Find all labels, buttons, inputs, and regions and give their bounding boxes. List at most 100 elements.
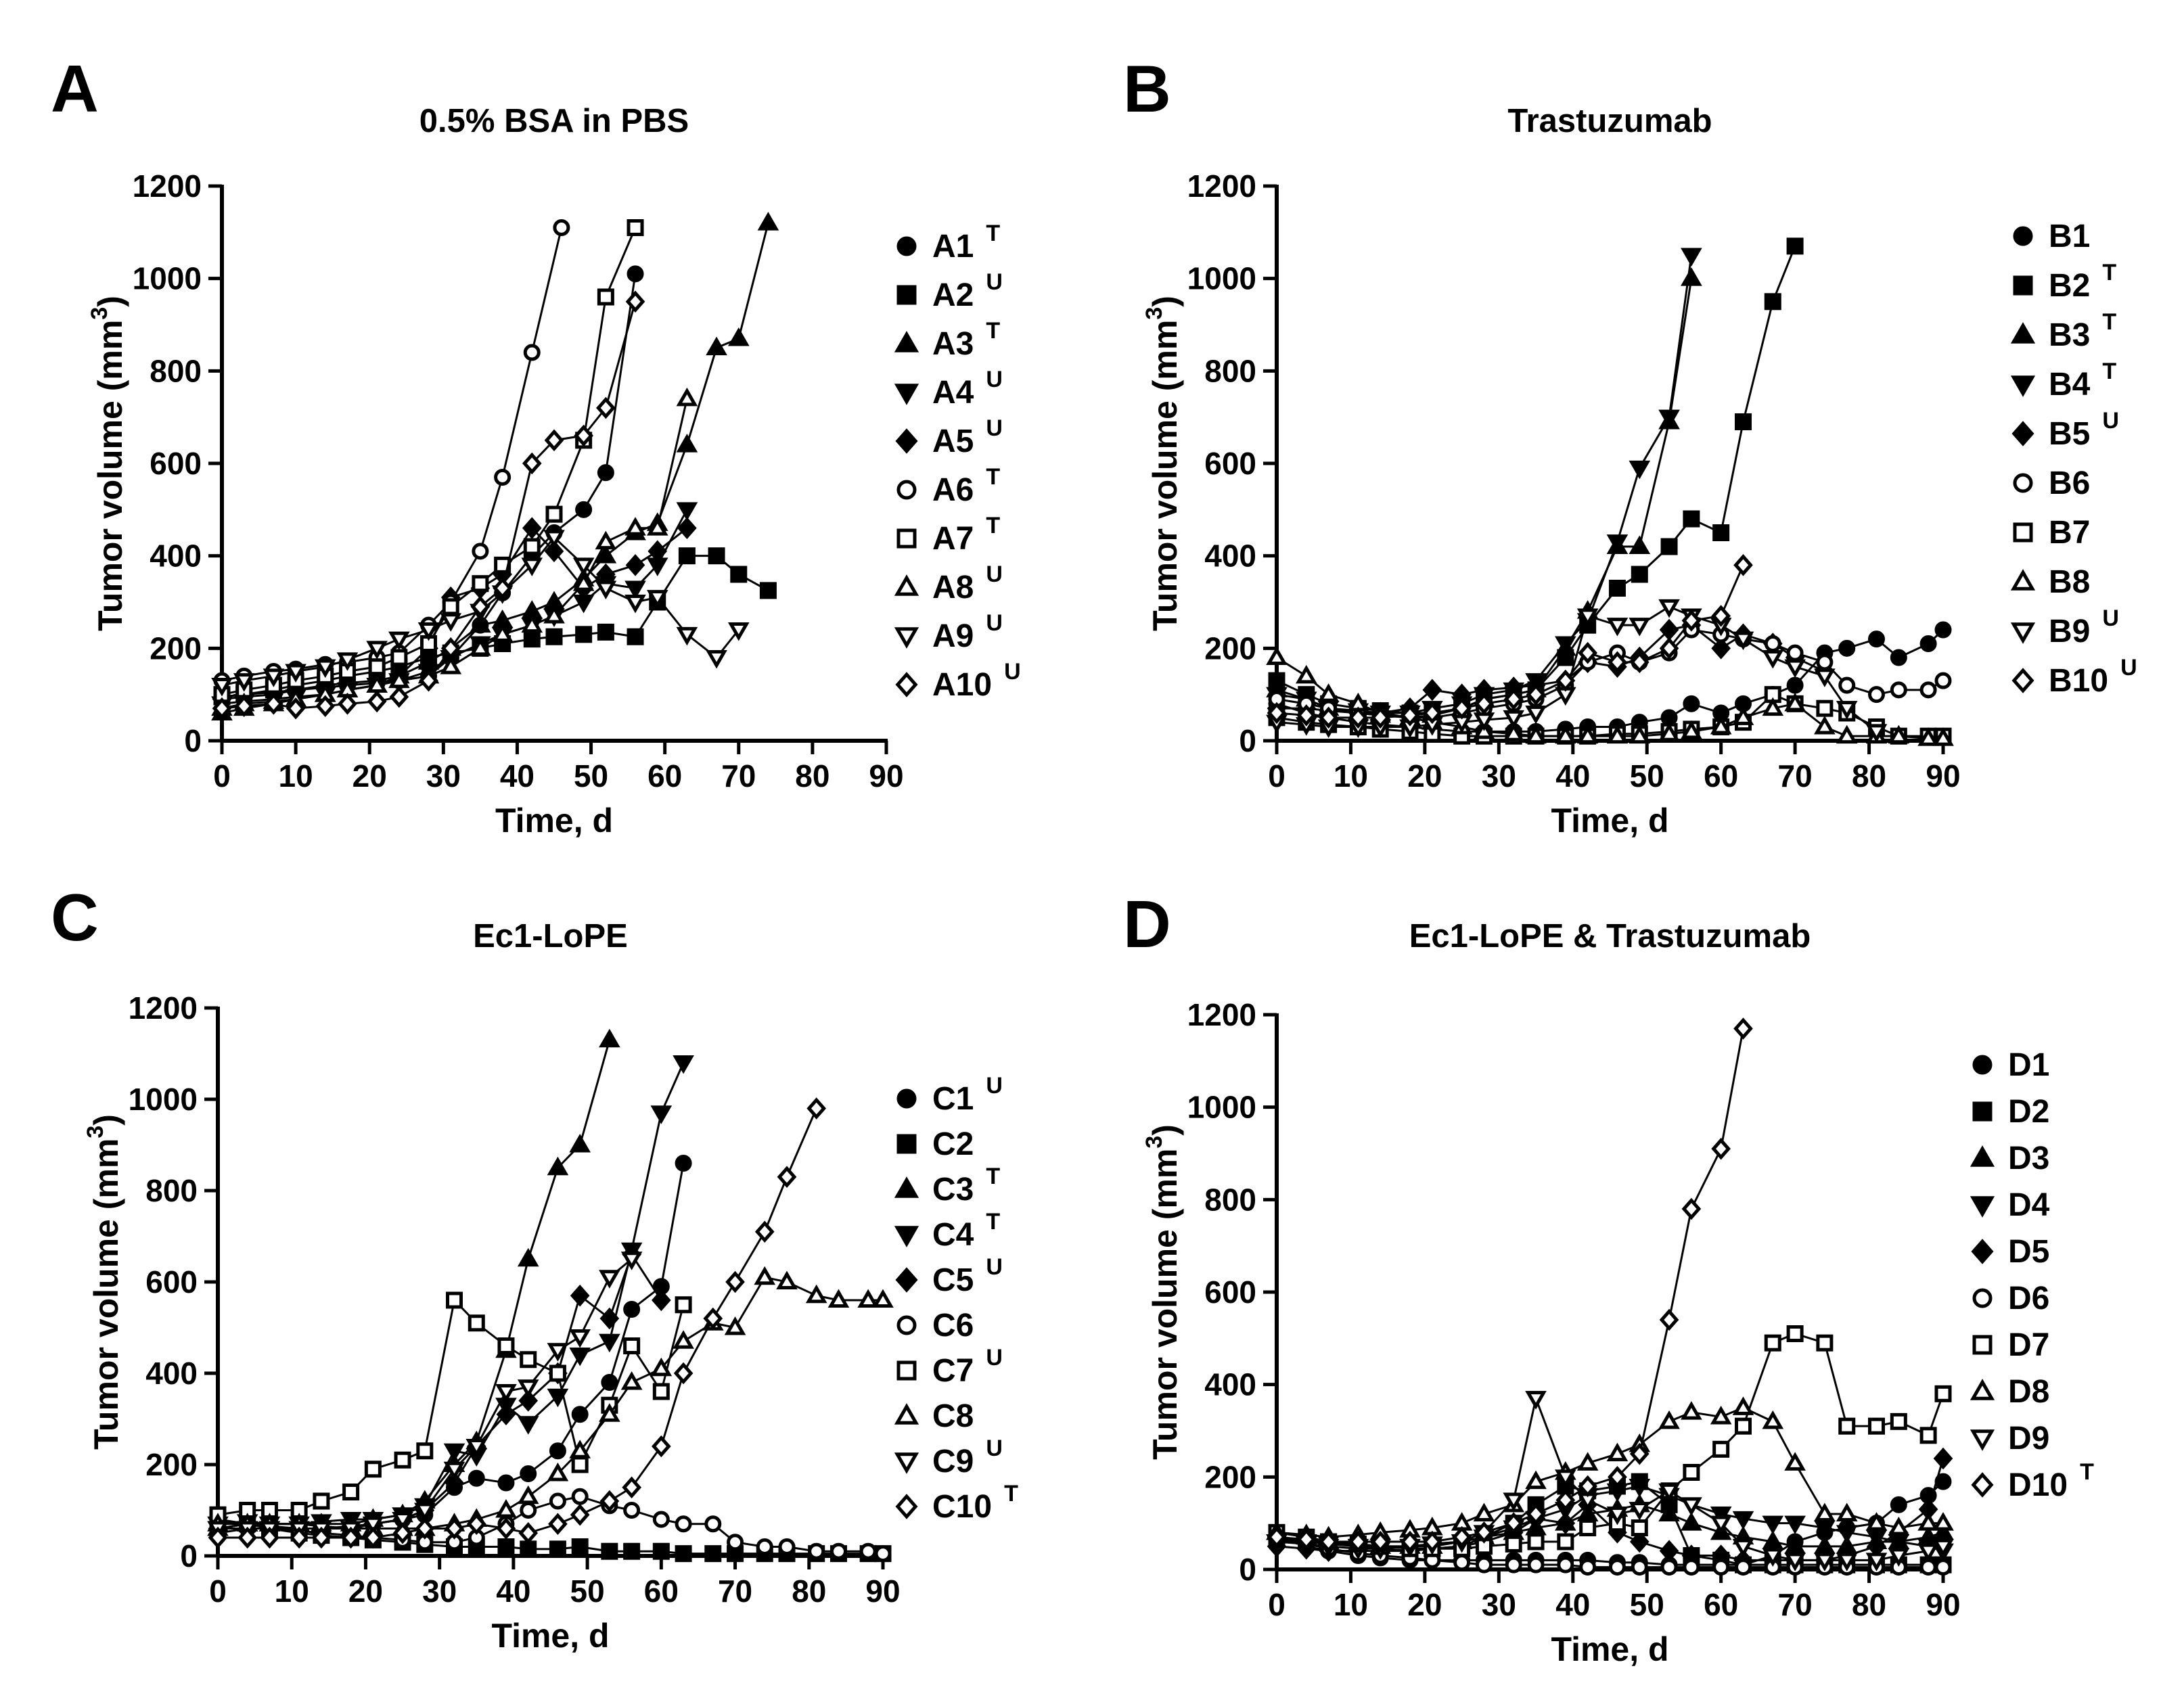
data-point: [518, 1521, 539, 1544]
data-point: [1658, 722, 1680, 741]
legend-label: A9 U: [932, 610, 1003, 654]
data-point: [491, 623, 514, 642]
legend-entry-B2: B2 T: [2013, 260, 2116, 304]
legend-entry-A7: A7 T: [896, 513, 1000, 557]
series-B4: [1266, 248, 1702, 725]
data-point: [1400, 704, 1420, 727]
legend-marker: [1972, 1101, 1993, 1122]
data-point: [569, 1348, 591, 1366]
data-point: [494, 556, 511, 574]
legend-label: D4: [2008, 1187, 2050, 1223]
legend-marker: [2013, 226, 2033, 246]
data-point: [1838, 676, 1856, 694]
data-point: [1681, 267, 1702, 286]
legend-label: A2 U: [932, 269, 1003, 313]
x-tick-label: 90: [1926, 1587, 1960, 1622]
data-point: [1629, 1442, 1650, 1465]
panel-B: B Trastuzumab 0 200 400 600 800 1000 1200 0 10 20 30…: [1123, 51, 2137, 840]
data-point: [336, 652, 359, 671]
data-point: [676, 434, 698, 453]
data-point: [445, 1517, 464, 1540]
data-point: [211, 678, 233, 697]
data-point: [443, 1443, 465, 1463]
legend-marker: [2013, 275, 2033, 296]
data-point: [1659, 1540, 1679, 1562]
legend-label: B2 T: [2049, 260, 2116, 304]
x-tick-label: 10: [279, 758, 313, 794]
data-point: [465, 1439, 488, 1458]
data-point: [1660, 1559, 1678, 1576]
data-point: [647, 540, 668, 563]
legend-entry-C6: C6: [896, 1308, 974, 1343]
data-point: [208, 1526, 228, 1549]
data-point: [620, 1371, 643, 1390]
data-point: [1919, 1559, 1937, 1576]
legend-marker: [2010, 322, 2036, 344]
data-point: [569, 1440, 591, 1458]
data-point: [1683, 510, 1700, 528]
data-point: [264, 693, 283, 715]
data-point: [597, 623, 614, 641]
y-tick-label: 600: [1204, 446, 1256, 481]
legend-entry-C1: C1 U: [896, 1073, 1003, 1117]
data-point: [1784, 1515, 1806, 1535]
data-point: [1890, 1496, 1907, 1513]
y-tick-label: 400: [1204, 538, 1256, 574]
legend-entry-D10: D10 T: [1971, 1459, 2094, 1503]
data-point: [1762, 1410, 1784, 1429]
data-point: [1836, 1502, 1858, 1521]
data-point: [673, 1330, 694, 1349]
data-point: [368, 658, 386, 676]
data-point: [472, 575, 489, 593]
data-point: [1503, 1492, 1525, 1512]
legend-entry-A1: A1 T: [896, 221, 1000, 265]
data-point: [470, 637, 491, 656]
legend-entry-A8: A8 U: [894, 561, 1003, 605]
data-point: [1933, 1447, 1953, 1470]
data-point: [1658, 409, 1680, 429]
data-point: [342, 1484, 360, 1500]
x-tick-label: 30: [422, 1573, 457, 1609]
series-C9: [207, 1251, 643, 1540]
data-point: [1453, 1554, 1471, 1571]
series-line: [1277, 624, 1825, 714]
legend-label: D5: [2008, 1234, 2049, 1270]
data-point: [1762, 650, 1784, 669]
data-point: [416, 1442, 434, 1460]
data-point: [727, 622, 750, 641]
data-point: [1370, 706, 1390, 729]
data-point: [1710, 1507, 1732, 1525]
data-point: [495, 1384, 517, 1403]
y-axis-label: Tumor volume (mm3): [1141, 296, 1184, 631]
data-point: [1629, 618, 1651, 637]
data-point: [1296, 1528, 1317, 1550]
data-point: [1816, 699, 1834, 717]
data-point: [599, 1403, 620, 1422]
legend-marker: [1971, 1472, 1994, 1498]
data-point: [466, 1513, 486, 1536]
data-point: [1836, 725, 1858, 744]
legend-entry-B7: B7: [2013, 515, 2090, 551]
data-point: [1784, 692, 1806, 712]
legend-label: B9 U: [2049, 605, 2119, 649]
legend-entry-A2: A2 U: [896, 269, 1003, 313]
data-point: [392, 1521, 413, 1544]
data-point: [572, 557, 595, 576]
data-point: [1683, 1464, 1700, 1481]
data-point: [1932, 1512, 1954, 1531]
data-point: [445, 1471, 464, 1494]
x-tick-label: 30: [1482, 758, 1516, 794]
x-tick-label: 20: [348, 1573, 383, 1609]
legend-label: A7 T: [932, 513, 1000, 557]
data-point: [1576, 608, 1599, 628]
data-point: [1814, 668, 1836, 687]
legend-entry-D8: D8: [1970, 1374, 2049, 1410]
data-point: [805, 1284, 827, 1304]
panel-A: A 0.5% BSA in PBS 0 200 400 600 800 1000 1200 0 10…: [51, 51, 1021, 840]
legend-entry-C10: C10 T: [895, 1481, 1018, 1525]
data-point: [1711, 605, 1731, 627]
data-point: [1631, 1559, 1648, 1576]
legend-marker: [2010, 622, 2036, 644]
panel-title: 0.5% BSA in PBS: [419, 103, 689, 139]
